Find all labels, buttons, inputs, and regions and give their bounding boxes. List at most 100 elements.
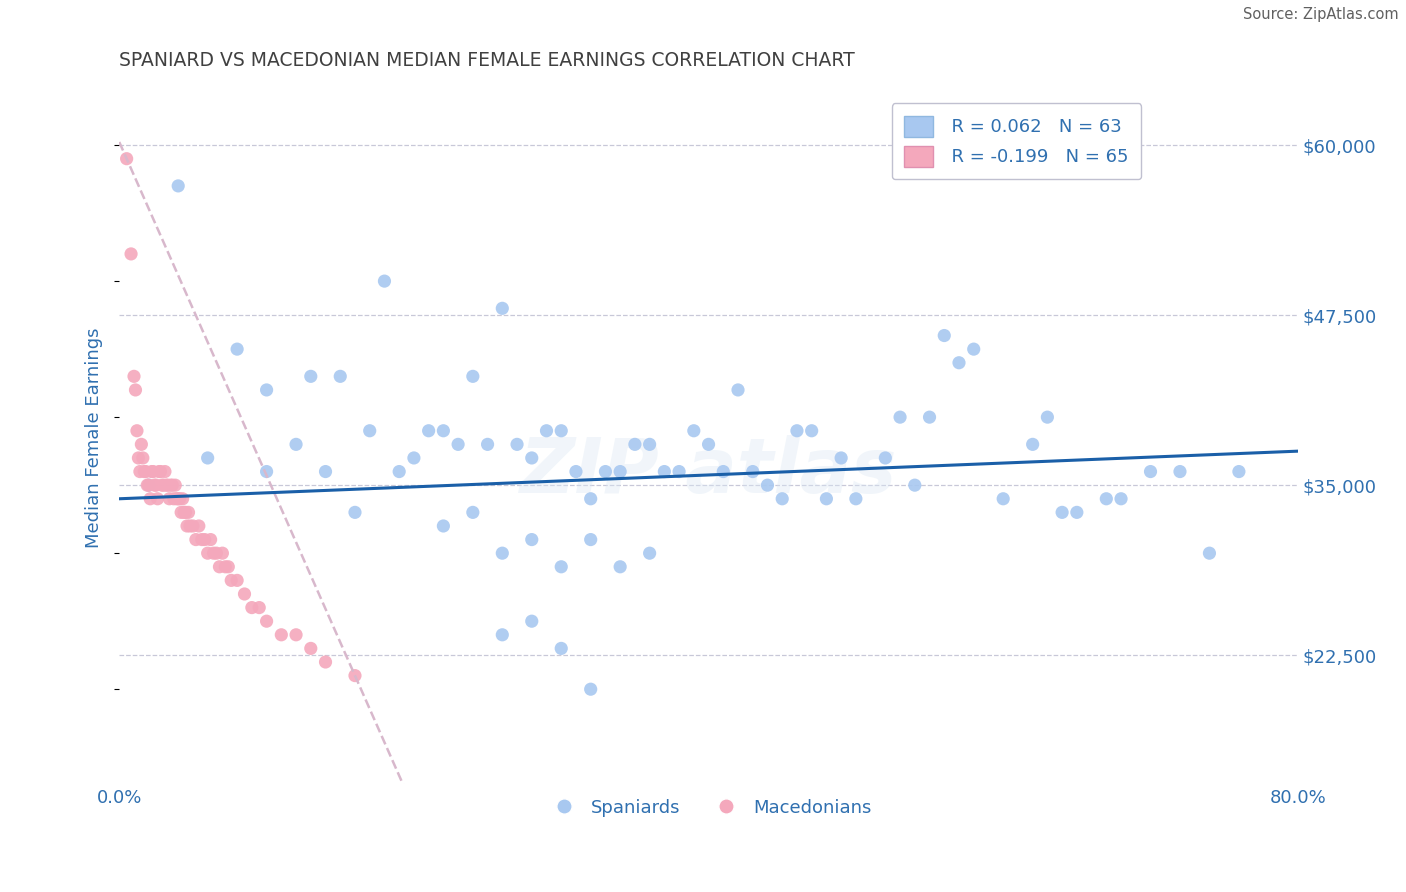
- Point: [156, 478, 179, 492]
- Point: [491, 628, 513, 642]
- Point: [609, 465, 631, 479]
- Point: [143, 478, 166, 492]
- Point: [343, 668, 366, 682]
- Text: Source: ZipAtlas.com: Source: ZipAtlas.com: [1243, 7, 1399, 22]
- Point: [202, 546, 225, 560]
- Point: [136, 478, 159, 492]
- Point: [889, 410, 911, 425]
- Point: [711, 465, 734, 479]
- Point: [299, 641, 322, 656]
- Point: [359, 424, 381, 438]
- Point: [741, 465, 763, 479]
- Point: [139, 491, 162, 506]
- Point: [830, 450, 852, 465]
- Point: [609, 559, 631, 574]
- Point: [918, 410, 941, 425]
- Point: [134, 465, 156, 479]
- Point: [315, 465, 337, 479]
- Point: [934, 328, 956, 343]
- Point: [256, 465, 278, 479]
- Point: [187, 519, 209, 533]
- Point: [1168, 465, 1191, 479]
- Point: [579, 533, 602, 547]
- Point: [299, 369, 322, 384]
- Point: [579, 491, 602, 506]
- Point: [176, 519, 198, 533]
- Point: [1227, 465, 1250, 479]
- Point: [491, 301, 513, 316]
- Point: [904, 478, 927, 492]
- Point: [477, 437, 499, 451]
- Point: [141, 465, 163, 479]
- Point: [167, 178, 190, 193]
- Point: [1139, 465, 1161, 479]
- Point: [165, 478, 187, 492]
- Point: [770, 491, 793, 506]
- Point: [214, 559, 236, 574]
- Point: [132, 450, 155, 465]
- Point: [343, 505, 366, 519]
- Point: [536, 424, 558, 438]
- Point: [256, 614, 278, 628]
- Point: [756, 478, 779, 492]
- Point: [131, 437, 153, 451]
- Point: [179, 519, 201, 533]
- Point: [247, 600, 270, 615]
- Point: [461, 369, 484, 384]
- Point: [948, 356, 970, 370]
- Point: [520, 533, 543, 547]
- Point: [418, 424, 440, 438]
- Point: [1036, 410, 1059, 425]
- Point: [388, 465, 411, 479]
- Point: [963, 342, 986, 356]
- Point: [638, 437, 661, 451]
- Point: [461, 505, 484, 519]
- Point: [208, 559, 231, 574]
- Point: [550, 559, 572, 574]
- Point: [727, 383, 749, 397]
- Point: [172, 491, 194, 506]
- Point: [329, 369, 352, 384]
- Point: [146, 491, 169, 506]
- Point: [1021, 437, 1043, 451]
- Point: [697, 437, 720, 451]
- Point: [145, 478, 167, 492]
- Point: [166, 491, 188, 506]
- Point: [432, 424, 454, 438]
- Point: [1050, 505, 1073, 519]
- Text: SPANIARD VS MACEDONIAN MEDIAN FEMALE EARNINGS CORRELATION CHART: SPANIARD VS MACEDONIAN MEDIAN FEMALE EAR…: [120, 51, 855, 70]
- Point: [124, 383, 146, 397]
- Point: [177, 505, 200, 519]
- Point: [197, 546, 219, 560]
- Point: [240, 600, 263, 615]
- Point: [127, 450, 149, 465]
- Point: [550, 424, 572, 438]
- Point: [1095, 491, 1118, 506]
- Y-axis label: Median Female Earnings: Median Female Earnings: [86, 327, 103, 548]
- Point: [120, 247, 142, 261]
- Point: [205, 546, 228, 560]
- Point: [993, 491, 1015, 506]
- Point: [233, 587, 256, 601]
- Point: [167, 491, 190, 506]
- Point: [170, 505, 193, 519]
- Point: [226, 342, 249, 356]
- Point: [624, 437, 647, 451]
- Point: [1109, 491, 1132, 506]
- Point: [256, 383, 278, 397]
- Point: [506, 437, 529, 451]
- Point: [219, 574, 242, 588]
- Point: [845, 491, 868, 506]
- Point: [402, 450, 425, 465]
- Point: [148, 465, 170, 479]
- Point: [173, 505, 195, 519]
- Point: [815, 491, 838, 506]
- Point: [174, 505, 197, 519]
- Point: [197, 450, 219, 465]
- Point: [315, 655, 337, 669]
- Point: [217, 559, 239, 574]
- Point: [160, 478, 183, 492]
- Point: [115, 152, 138, 166]
- Point: [142, 465, 165, 479]
- Legend: Spaniards, Macedonians: Spaniards, Macedonians: [538, 791, 879, 824]
